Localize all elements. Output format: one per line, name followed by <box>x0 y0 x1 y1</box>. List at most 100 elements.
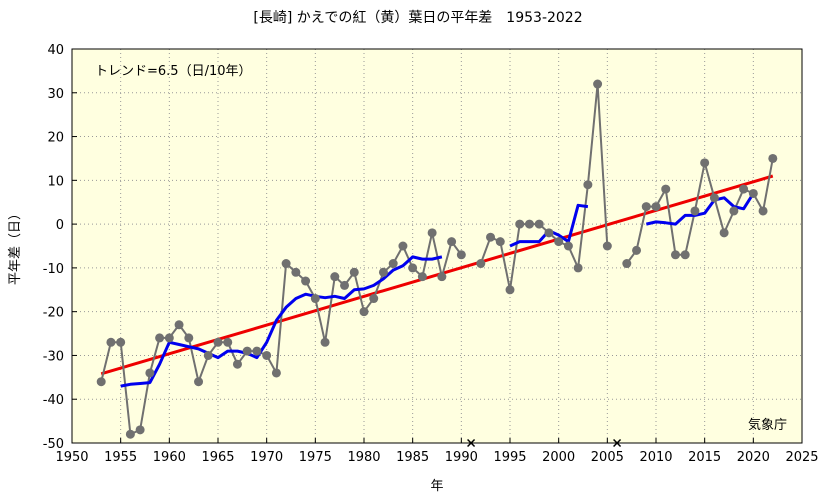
credit-label: 気象庁 <box>748 417 787 433</box>
annual-point <box>213 337 223 347</box>
annual-point <box>486 232 496 242</box>
annual-point <box>602 241 612 251</box>
annual-point <box>709 193 719 203</box>
x-tick-label: 1995 <box>493 450 526 465</box>
annual-point <box>456 250 466 260</box>
annual-point <box>203 350 213 360</box>
annual-point <box>271 368 281 378</box>
annual-point <box>184 333 194 343</box>
chart-title: [長崎] かえでの紅（黄）葉日の平年差 1953-2022 <box>253 9 582 26</box>
annual-point <box>349 267 359 277</box>
annual-point <box>670 250 680 260</box>
annual-point <box>427 228 437 238</box>
x-tick-label: 2020 <box>737 450 770 465</box>
trend-layer <box>100 174 774 376</box>
annual-point <box>554 237 564 247</box>
annual-point <box>690 206 700 216</box>
annual-point <box>301 276 311 286</box>
annual-point <box>310 294 320 304</box>
moving-average-line <box>120 255 443 388</box>
x-tick-label: 1970 <box>250 450 283 465</box>
annual-point <box>447 237 457 247</box>
x-tick-label: 1965 <box>201 450 234 465</box>
annual-point <box>340 280 350 290</box>
x-tick-label: 1955 <box>104 450 137 465</box>
y-tick-label: -10 <box>43 262 64 277</box>
annual-point <box>223 337 233 347</box>
annual-point <box>96 377 106 387</box>
x-tick-label: 2010 <box>639 450 672 465</box>
annual-point <box>632 245 642 255</box>
y-tick-label: 30 <box>47 87 64 102</box>
annual-point <box>135 425 145 435</box>
annual-point <box>524 219 534 229</box>
y-tick-label: -30 <box>43 349 64 364</box>
annual-point <box>164 333 174 343</box>
annual-point <box>262 350 272 360</box>
x-axis-label: 年 <box>430 479 443 494</box>
annual-point <box>661 184 671 194</box>
annual-point <box>232 359 242 369</box>
annual-point <box>174 320 184 330</box>
x-tick-label: 1980 <box>347 450 380 465</box>
annual-point <box>388 259 398 269</box>
x-tick-label: 1975 <box>299 450 332 465</box>
annual-point <box>194 377 204 387</box>
annual-point <box>378 267 388 277</box>
annual-point <box>330 272 340 282</box>
annual-point <box>622 259 632 269</box>
y-tick-label: -20 <box>43 306 64 321</box>
x-tick-label: 1985 <box>396 450 429 465</box>
annual-point <box>768 153 778 163</box>
annual-point <box>359 307 369 317</box>
annual-point <box>651 202 661 212</box>
annual-point <box>573 263 583 273</box>
trend-label: トレンド=6.5（日/10年） <box>95 64 252 79</box>
x-tick-label: 2025 <box>785 450 818 465</box>
annual-point <box>505 285 515 295</box>
plot-frame <box>71 48 803 444</box>
annual-point <box>281 259 291 269</box>
point-layer <box>96 79 778 439</box>
annual-point <box>515 219 525 229</box>
annual-point <box>700 158 710 168</box>
annual-point <box>155 333 165 343</box>
annual-point <box>495 237 505 247</box>
y-tick-label: -50 <box>43 437 64 452</box>
annual-point <box>680 250 690 260</box>
annual-point <box>544 228 554 238</box>
annual-point <box>369 294 379 304</box>
x-tick-label: 1950 <box>55 450 88 465</box>
annual-point <box>116 337 126 347</box>
trend-line <box>100 174 774 376</box>
annual-point <box>641 202 651 212</box>
annual-point <box>320 337 330 347</box>
plot-area <box>71 48 803 444</box>
x-tick-label: 1990 <box>445 450 478 465</box>
annual-point <box>476 259 486 269</box>
annual-point <box>748 188 758 198</box>
y-tick-label: -40 <box>43 393 64 408</box>
annual-point <box>252 346 262 356</box>
annual-point <box>417 272 427 282</box>
annual-point <box>729 206 739 216</box>
annual-point <box>125 429 135 439</box>
y-axis-label: 平年差（日） <box>8 207 23 285</box>
annual-point <box>534 219 544 229</box>
x-tick-label: 2005 <box>591 450 624 465</box>
annual-point <box>291 267 301 277</box>
annual-point <box>758 206 768 216</box>
x-tick-label: 2000 <box>542 450 575 465</box>
y-tick-label: 10 <box>47 174 64 189</box>
annual-point <box>739 184 749 194</box>
annual-point <box>583 180 593 190</box>
annual-point <box>563 241 573 251</box>
annual-point <box>242 346 252 356</box>
axis-layer: 1950 1955 1960 1965 1970 1975 1980 1985 1990 1995… <box>43 43 819 465</box>
annual-point <box>398 241 408 251</box>
annual-point <box>145 368 155 378</box>
annual-point <box>437 272 447 282</box>
x-tick-label: 1960 <box>153 450 186 465</box>
annual-point <box>719 228 729 238</box>
